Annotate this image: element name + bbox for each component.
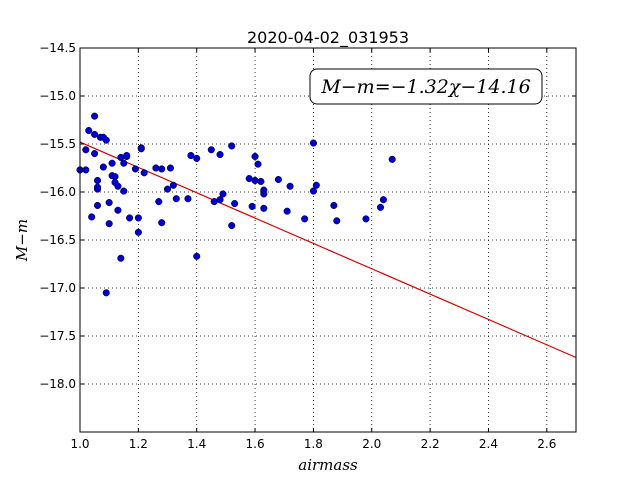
- data-point: [166, 164, 174, 172]
- data-point: [158, 165, 166, 173]
- x-tick-label: 2.4: [479, 437, 498, 451]
- data-point: [362, 215, 370, 223]
- y-tick-labels: −14.5 −15.0 −15.5 −16.0 −16.5 −17.0 −17.5 −18.0: [39, 41, 76, 391]
- data-point: [88, 213, 96, 221]
- data-point: [158, 219, 166, 227]
- data-point: [111, 173, 119, 181]
- data-point: [134, 228, 142, 236]
- data-point: [312, 181, 320, 189]
- x-tick-label: 1.0: [70, 437, 89, 451]
- data-point: [123, 151, 131, 160]
- data-point: [228, 142, 236, 150]
- x-tick-label: 2.0: [362, 437, 381, 451]
- data-point: [120, 187, 128, 195]
- data-point: [102, 289, 110, 297]
- data-point: [120, 159, 128, 167]
- data-point: [254, 160, 262, 168]
- data-point: [260, 186, 268, 194]
- x-tick-labels: 1.0 1.2 1.4 1.6 1.8 2.0 2.2 2.4 2.6: [70, 437, 556, 451]
- data-point: [99, 163, 107, 171]
- x-axis-label: airmass: [298, 456, 358, 474]
- x-tick-label: 2.2: [421, 437, 440, 451]
- x-tick-label: 2.6: [537, 437, 556, 451]
- data-point: [131, 165, 139, 173]
- data-point: [219, 190, 227, 198]
- data-point: [82, 146, 90, 154]
- data-point: [193, 252, 201, 260]
- data-point: [152, 164, 160, 172]
- data-points: [76, 112, 396, 297]
- x-tick-label: 1.8: [304, 437, 323, 451]
- data-point: [216, 151, 224, 159]
- x-tick-label: 1.4: [187, 437, 206, 451]
- y-tick-label: −18.0: [39, 377, 76, 391]
- data-point: [82, 166, 90, 174]
- data-point: [93, 183, 102, 191]
- data-point: [184, 195, 192, 203]
- fit-equation-box: M−m=−1.32χ−14.16: [309, 68, 543, 105]
- data-point: [91, 112, 99, 120]
- x-tick-label: 1.2: [129, 437, 148, 451]
- data-point: [388, 155, 396, 163]
- axis-ticks: [79, 47, 576, 432]
- data-point: [172, 195, 180, 203]
- fit-equation-text: M−m=−1.32χ−14.16: [320, 76, 530, 98]
- data-point: [134, 214, 142, 222]
- data-point: [114, 206, 122, 214]
- data-point: [251, 176, 259, 185]
- x-tick-label: 1.6: [246, 437, 265, 451]
- fit-line: [79, 141, 577, 359]
- data-point: [117, 254, 125, 262]
- data-point: [309, 139, 317, 147]
- data-point: [216, 196, 224, 204]
- data-point: [163, 185, 172, 193]
- fit-line-group: [79, 141, 577, 359]
- data-point: [114, 182, 122, 190]
- data-point: [301, 215, 309, 223]
- data-point: [105, 220, 113, 228]
- data-point: [126, 214, 134, 222]
- data-point: [187, 151, 195, 160]
- y-tick-label: −17.5: [39, 329, 76, 343]
- grid-lines: [79, 47, 576, 432]
- data-point: [93, 176, 102, 185]
- data-point: [286, 182, 294, 190]
- data-point: [251, 152, 259, 161]
- data-point: [379, 196, 387, 204]
- data-point: [376, 203, 385, 211]
- equation-box-border: [309, 68, 543, 105]
- data-point: [309, 187, 317, 195]
- data-point: [207, 146, 215, 154]
- data-point: [228, 222, 236, 230]
- data-point: [85, 127, 93, 135]
- data-point: [330, 201, 338, 209]
- data-point: [248, 202, 256, 210]
- y-tick-label: −14.5: [39, 41, 76, 55]
- y-tick-label: −15.0: [39, 89, 76, 103]
- data-point: [260, 204, 268, 212]
- data-point: [155, 198, 163, 206]
- chart-title: 2020-04-02_031953: [247, 28, 409, 48]
- data-point: [105, 199, 113, 207]
- data-point: [333, 217, 341, 225]
- y-tick-label: −17.0: [39, 281, 76, 295]
- data-point: [108, 159, 116, 167]
- data-point: [274, 175, 282, 184]
- data-point: [91, 130, 99, 138]
- data-point: [169, 181, 177, 189]
- data-point: [91, 150, 99, 158]
- y-tick-label: −15.5: [39, 137, 76, 151]
- data-point: [231, 199, 239, 208]
- data-point: [257, 177, 265, 185]
- data-point: [137, 145, 145, 153]
- data-point: [93, 201, 102, 209]
- data-point: [283, 207, 291, 215]
- y-tick-label: −16.0: [39, 185, 76, 199]
- y-axis-label: M−m: [13, 219, 31, 262]
- data-point: [140, 169, 148, 177]
- data-point: [102, 136, 110, 144]
- data-point: [193, 154, 201, 162]
- y-tick-label: −16.5: [39, 233, 76, 247]
